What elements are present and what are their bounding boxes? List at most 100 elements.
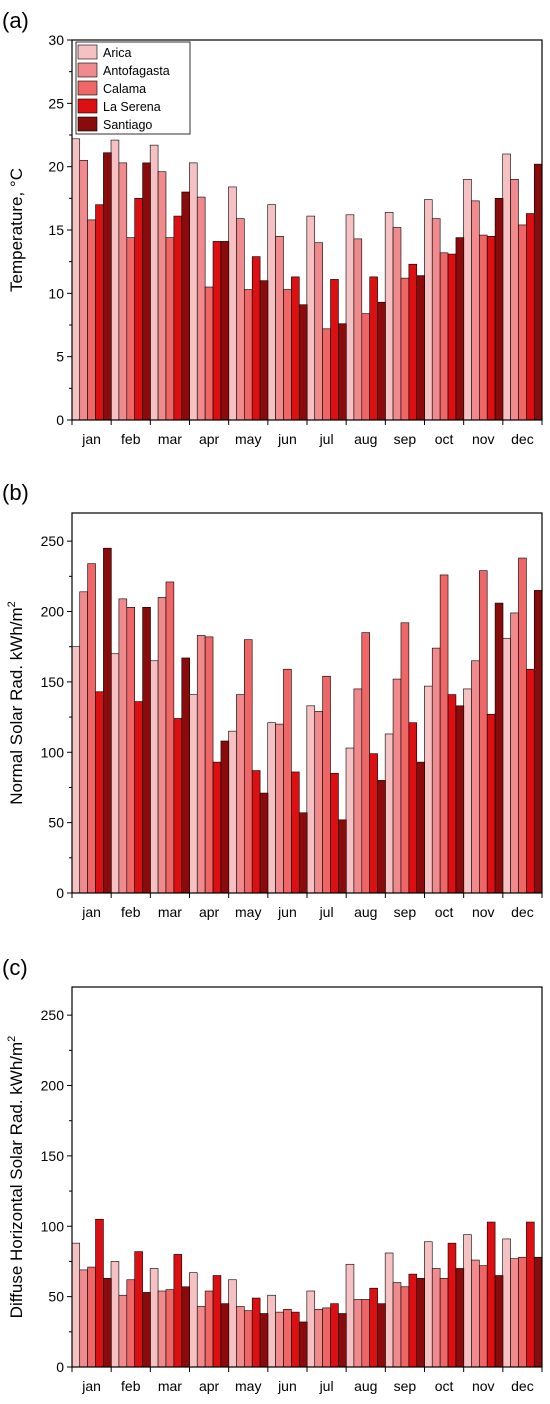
bar — [384, 1252, 394, 1368]
bar — [87, 1266, 96, 1368]
bar — [79, 1269, 88, 1368]
bar — [345, 747, 355, 894]
bar — [134, 198, 143, 421]
x-tick-label: jul — [319, 1378, 334, 1394]
legend-swatch — [77, 80, 98, 96]
x-tick-label: aug — [354, 904, 377, 920]
bar — [259, 792, 269, 894]
legend-entry: Antofagasta — [103, 64, 170, 78]
bar — [204, 286, 214, 421]
y-tick-label: 200 — [41, 604, 65, 620]
bar — [510, 1258, 519, 1368]
bar — [478, 570, 488, 894]
bar — [181, 1286, 190, 1368]
bar — [236, 1306, 245, 1368]
bar — [486, 1221, 496, 1368]
bar — [103, 547, 112, 894]
panel-label: (c) — [2, 955, 28, 980]
bar — [165, 581, 175, 894]
legend-swatch — [77, 44, 98, 60]
bar — [478, 234, 488, 421]
series-santiago — [103, 152, 543, 421]
x-tick-label: jul — [319, 431, 334, 447]
bar — [345, 1263, 355, 1368]
bar — [353, 238, 363, 421]
bar — [369, 753, 378, 894]
bar — [157, 171, 167, 421]
bar — [283, 1309, 292, 1368]
bar — [251, 256, 261, 421]
bar — [291, 276, 300, 421]
series-santiago — [103, 1256, 543, 1368]
bar — [526, 213, 535, 421]
chart-panel-3: 0 50 100 150 200 250 jan feb mar apr may jun jul aug s… — [2, 955, 543, 1394]
bar — [291, 771, 300, 894]
x-tick-label: mar — [158, 431, 182, 447]
x-tick-label: mar — [158, 1378, 182, 1394]
bar — [103, 152, 112, 421]
y-axis-label: Diffuse Horizontal Solar Rad. kWh/m2 — [6, 1036, 26, 1319]
bar — [259, 1313, 269, 1368]
x-tick-label: apr — [199, 904, 220, 920]
x-tick-label: feb — [121, 904, 141, 920]
bar — [408, 263, 418, 421]
bar — [353, 688, 363, 894]
x-tick-label: feb — [121, 431, 141, 447]
x-tick-label: nov — [472, 904, 495, 920]
bar — [314, 242, 323, 421]
bar — [165, 237, 175, 421]
bar — [377, 301, 386, 421]
bar — [369, 276, 378, 421]
y-tick-label: 0 — [56, 885, 64, 901]
bar — [275, 1311, 284, 1368]
legend-swatch — [77, 62, 98, 78]
x-tick-label: feb — [121, 1378, 141, 1394]
bar — [71, 138, 81, 421]
bar — [471, 660, 480, 894]
bar — [384, 733, 394, 894]
x-tick-label: mar — [158, 904, 182, 920]
series-calama — [87, 219, 527, 421]
bar — [298, 304, 308, 421]
bar — [471, 200, 480, 421]
bar — [118, 598, 128, 894]
bar — [533, 590, 543, 894]
bar — [330, 773, 339, 894]
bar — [361, 313, 370, 421]
bar — [502, 153, 511, 421]
legend-entry: La Serena — [103, 100, 161, 114]
x-tick-label: may — [235, 431, 261, 447]
bar — [95, 1218, 104, 1368]
y-tick-label: 30 — [48, 32, 64, 48]
bar — [118, 162, 128, 421]
y-tick-label: 0 — [56, 412, 64, 428]
y-tick-label: 250 — [41, 533, 65, 549]
bar — [377, 1303, 386, 1368]
bar — [361, 1299, 370, 1368]
bar — [306, 705, 316, 894]
bar — [361, 632, 370, 894]
bar — [157, 1290, 167, 1368]
bar — [322, 1307, 331, 1368]
x-tick-label: oct — [435, 904, 454, 920]
bar — [196, 1306, 206, 1368]
bar — [251, 1297, 261, 1368]
bar — [306, 1290, 316, 1368]
y-axis-label-superscript: 2 — [6, 601, 18, 607]
bar — [486, 713, 496, 894]
x-tick-label: apr — [199, 431, 220, 447]
x-tick-label: jan — [81, 904, 101, 920]
y-tick-label: 20 — [48, 159, 64, 175]
y-tick-label: 25 — [48, 95, 64, 111]
bar — [330, 1303, 339, 1368]
bar — [416, 275, 425, 421]
bar — [400, 1286, 410, 1368]
bar — [424, 1241, 433, 1368]
bar — [134, 701, 143, 894]
bar — [330, 279, 339, 421]
series-antofagasta — [79, 160, 519, 421]
bar — [134, 1251, 143, 1368]
bar — [306, 215, 316, 421]
bar — [486, 236, 496, 421]
bar — [384, 211, 394, 421]
